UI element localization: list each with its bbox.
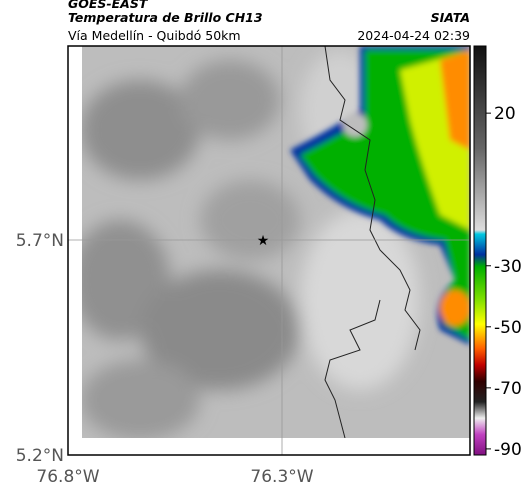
lat-label: 5.7°N xyxy=(16,231,64,251)
location-marker: ★ xyxy=(257,233,270,249)
colorbar-tick-label: 20 xyxy=(494,104,516,124)
title: GOES-EAST xyxy=(68,0,149,11)
subtitle: Temperatura de Brillo CH13 xyxy=(68,10,263,25)
map-frame xyxy=(67,45,471,456)
lon-label: 76.3°W xyxy=(250,467,313,487)
lon-label: 76.8°W xyxy=(36,467,99,487)
source: SIATA xyxy=(431,10,470,25)
location: Vía Medellín - Quibdó 50km xyxy=(68,28,241,43)
colorbar xyxy=(473,45,487,456)
lat-label: 5.2°N xyxy=(16,446,64,466)
colorbar-tick-label: -30 xyxy=(494,257,522,277)
colorbar-tick-label: -70 xyxy=(494,379,522,399)
colorbar-tick-label: -50 xyxy=(494,318,522,338)
timestamp: 2024-04-24 02:39 xyxy=(357,28,470,43)
colorbar-tick-label: -90 xyxy=(494,440,522,460)
satellite-image xyxy=(82,46,470,438)
